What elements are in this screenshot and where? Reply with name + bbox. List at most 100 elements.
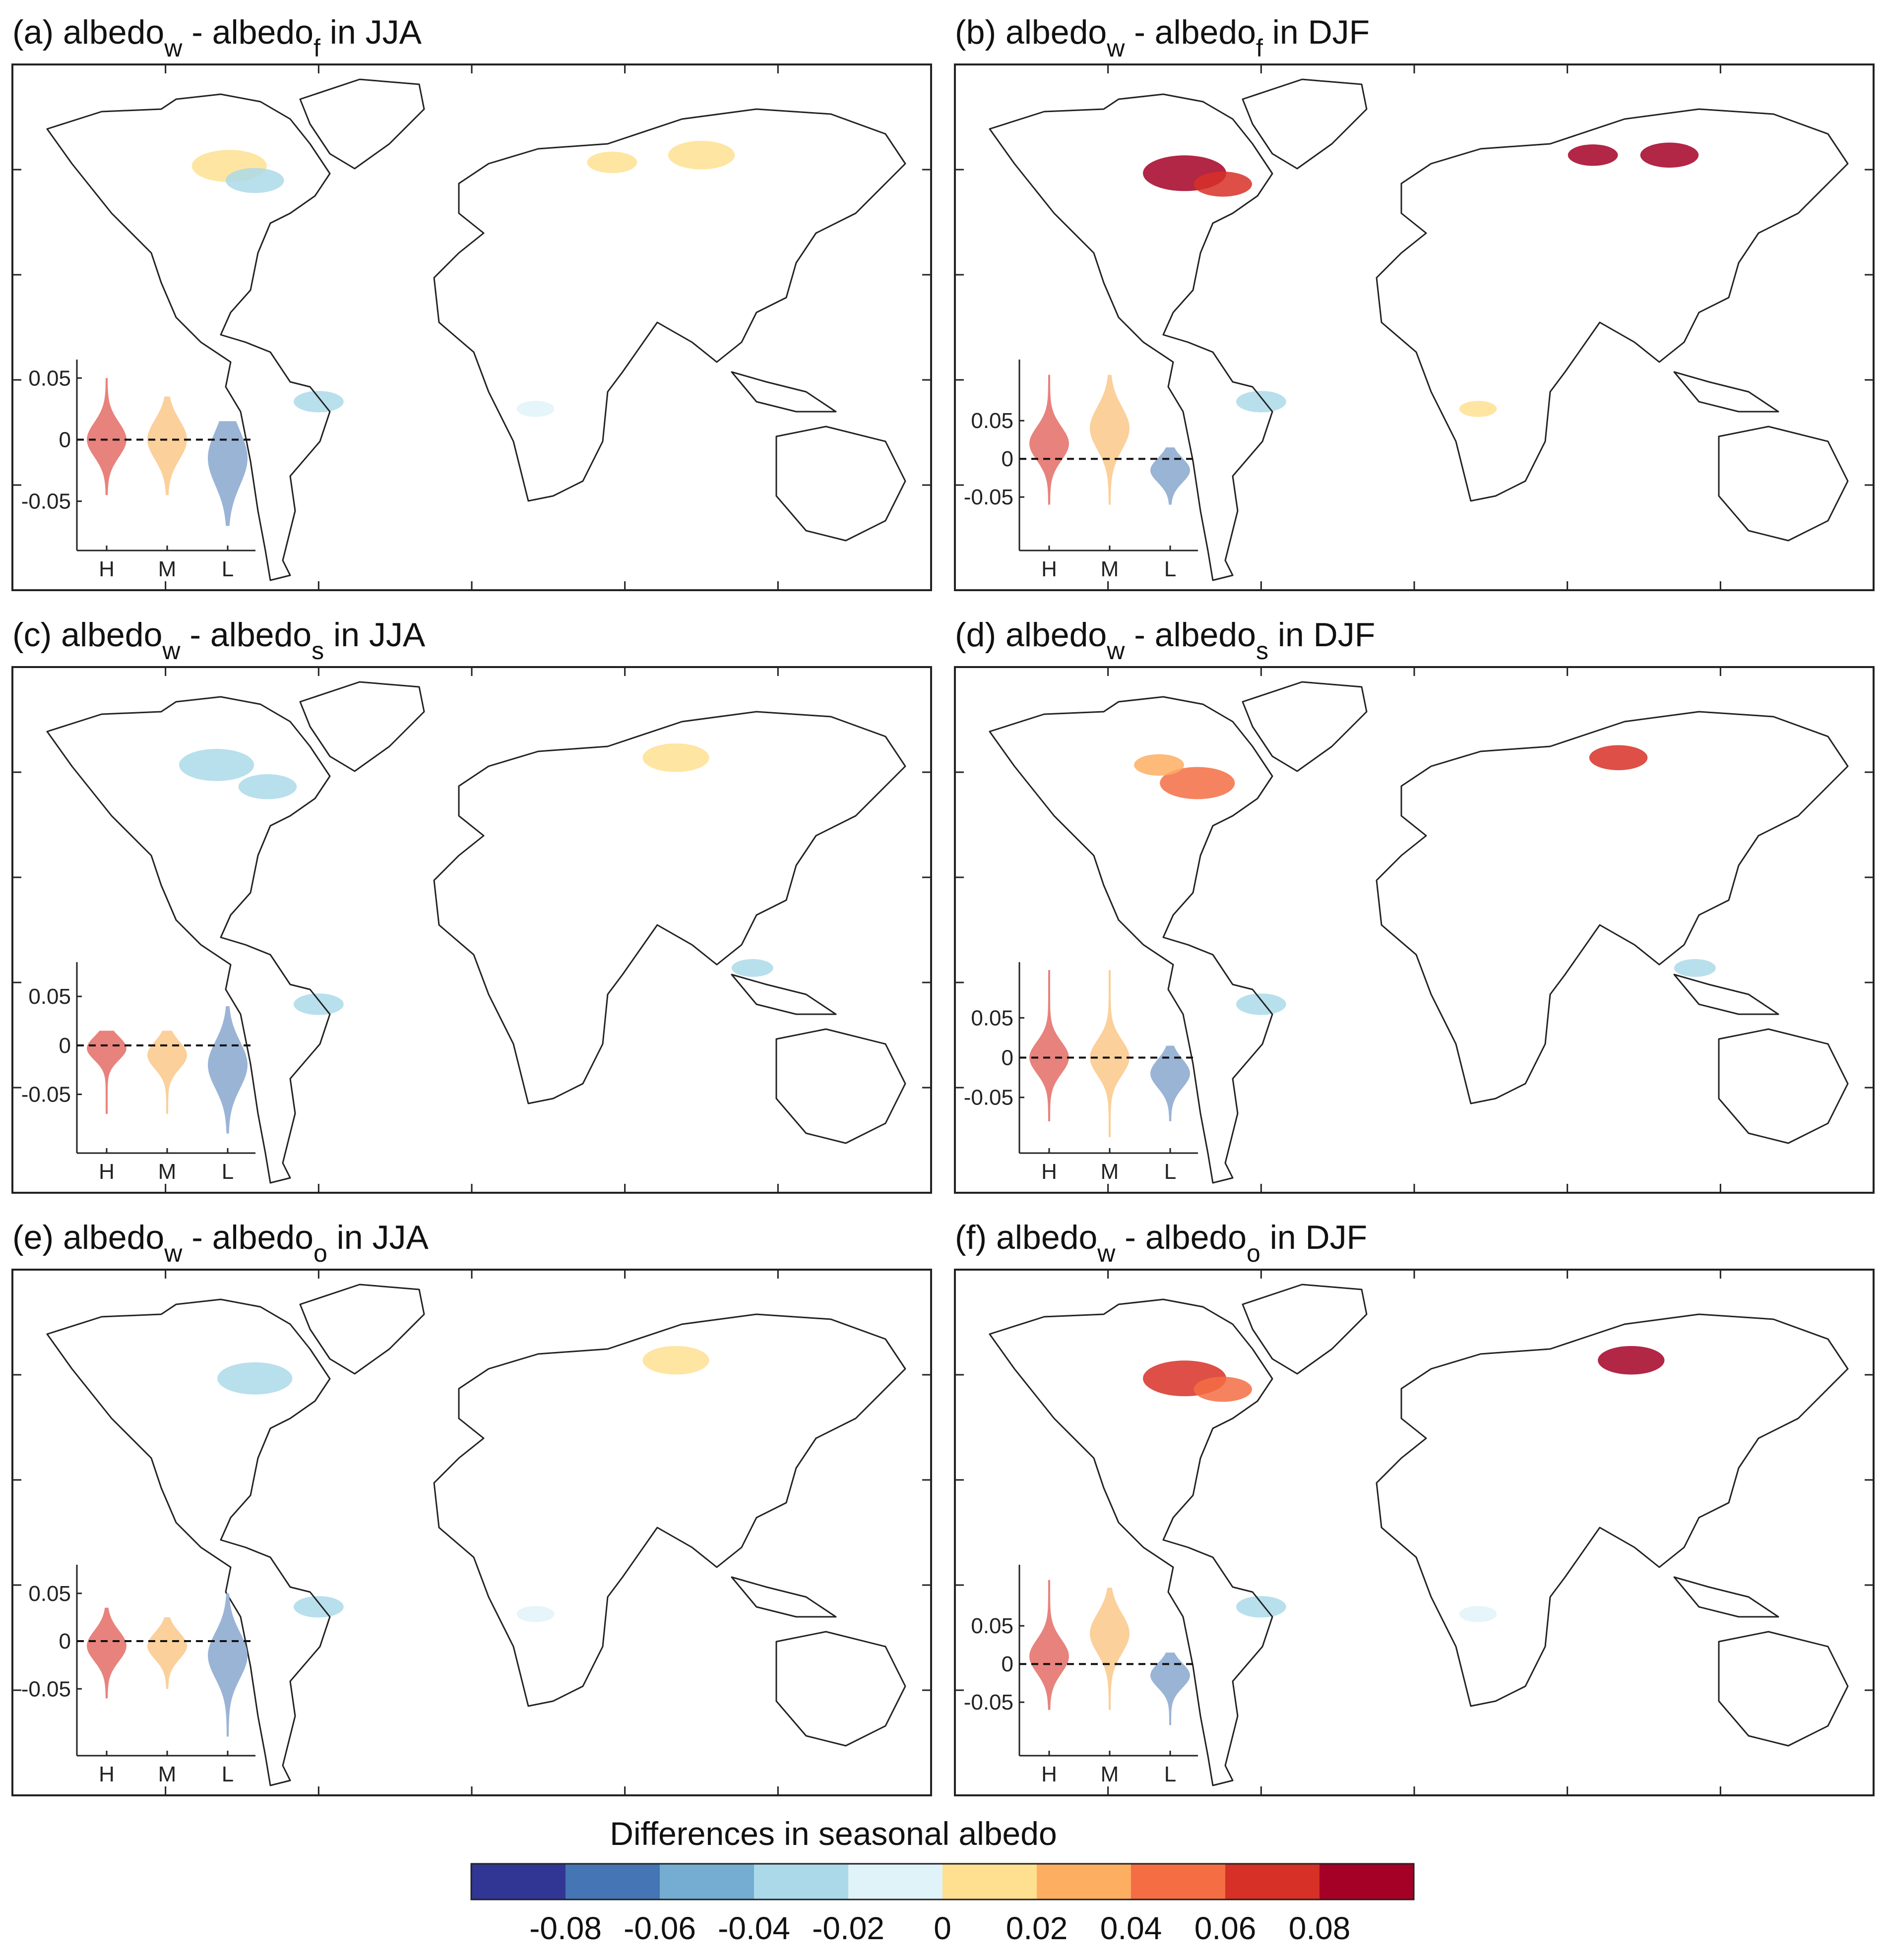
title-suffix: in JJA (320, 13, 422, 51)
title-prefix: (a) albedo (12, 13, 164, 51)
title-suffix: in DJF (1263, 13, 1370, 51)
inset-category-label: M (1101, 1762, 1119, 1786)
colorbar-tick-label: 0.04 (1100, 1910, 1162, 1946)
violin-H (87, 378, 126, 495)
inset-category-label: H (1041, 557, 1057, 581)
world-map (989, 1284, 1849, 1786)
colorbar-swatch (1225, 1864, 1320, 1899)
albedo-anomaly-patch (1160, 767, 1235, 799)
albedo-anomaly-patch (1459, 1606, 1497, 1622)
inset-category-label: H (99, 557, 115, 581)
title-mid: - albedo (1125, 13, 1256, 51)
title-suffix: in JJA (327, 1219, 429, 1256)
panel-c: (c) albedow - albedos in JJA 0.05 0 -0.05 H M… (11, 616, 932, 1194)
inset-ytick-label: -0.05 (21, 1083, 71, 1107)
albedo-anomaly-patch (1194, 172, 1252, 197)
colorbar-swatch (660, 1864, 754, 1899)
violin-M (1090, 1588, 1130, 1710)
violin-L (208, 1593, 248, 1737)
violin-H (1029, 970, 1069, 1121)
albedo-anomaly-patch (1194, 1377, 1252, 1402)
albedo-anomaly-patch (642, 1346, 709, 1375)
panel-e: (e) albedow - albedoo in JJA 0.05 0 -0.05 H M… (11, 1219, 932, 1796)
world-map (989, 681, 1849, 1184)
map-frame (11, 63, 932, 591)
inset-category-label: M (1101, 1160, 1119, 1184)
map-frame (954, 1269, 1875, 1796)
map-frame (11, 666, 932, 1194)
colorbar-tick-label: 0 (934, 1910, 951, 1946)
inset-ytick-label: 0.05 (971, 409, 1013, 433)
world-map (989, 78, 1849, 581)
colorbar-swatch (1320, 1864, 1414, 1899)
albedo-anomaly-patch (516, 401, 555, 417)
albedo-anomaly-patch (217, 1362, 293, 1395)
inset-category-label: L (1164, 1160, 1176, 1184)
colorbar-swatch (754, 1864, 848, 1899)
albedo-anomaly-patch (1459, 401, 1497, 417)
inset-ytick-label: 0.05 (971, 1614, 1013, 1638)
colorbar-tick-label: 0.06 (1194, 1910, 1257, 1946)
colorbar-tick-label: -0.06 (624, 1910, 696, 1946)
colorbar: Differences in seasonal albedo -0.08 -0.0… (470, 1815, 1415, 1946)
albedo-anomaly-patch (731, 959, 773, 977)
title-sub1: w (1097, 1239, 1116, 1267)
title-prefix: (c) albedo (12, 616, 162, 654)
inset-category-label: M (158, 1762, 177, 1786)
panel-title-c: (c) albedow - albedos in JJA (12, 616, 426, 665)
violin-M (1090, 970, 1130, 1137)
colorbar-swatch (1131, 1864, 1225, 1899)
inset-category-label: H (1041, 1762, 1057, 1786)
albedo-anomaly-patch (1589, 745, 1648, 770)
albedo-anomaly-patch (179, 748, 254, 781)
title-sub1: w (1106, 637, 1125, 665)
albedo-anomaly-patch (1640, 142, 1699, 168)
title-mid: - albedo (182, 1219, 314, 1256)
inset-ytick-label: 0 (1002, 447, 1013, 471)
title-prefix: (d) albedo (955, 616, 1107, 654)
inset-ytick-label: 0 (59, 428, 71, 452)
colorbar-tick-label: -0.08 (529, 1910, 602, 1946)
title-mid: - albedo (182, 13, 314, 51)
title-sub2: s (1256, 637, 1268, 665)
title-sub1: w (164, 1239, 183, 1267)
title-mid: - albedo (1125, 616, 1256, 654)
albedo-anomaly-patch (1134, 754, 1184, 776)
violin-L (208, 421, 248, 526)
inset-category-label: M (158, 557, 177, 581)
albedo-anomaly-patch (587, 151, 637, 173)
colorbar-swatch (1037, 1864, 1131, 1899)
title-sub1: w (162, 637, 181, 665)
albedo-anomaly-patch (293, 1596, 344, 1618)
inset-ytick-label: -0.05 (964, 1690, 1013, 1715)
world-map (46, 681, 906, 1184)
title-sub2: o (1247, 1239, 1260, 1267)
inset-category-label: H (1041, 1160, 1057, 1184)
title-prefix: (f) albedo (955, 1219, 1097, 1256)
title-sub2: f (1256, 34, 1263, 62)
title-suffix: in DJF (1260, 1219, 1367, 1256)
title-sub1: w (1106, 34, 1125, 62)
albedo-anomaly-patch (293, 391, 344, 413)
map-frame (11, 1269, 932, 1796)
panel-d: (d) albedow - albedos in DJF 0.05 0 -0.05 H M… (954, 616, 1875, 1194)
title-suffix: in JJA (324, 616, 426, 654)
colorbar-frame (470, 1863, 1415, 1900)
inset-category-label: M (1101, 557, 1119, 581)
world-map (46, 78, 906, 581)
violin-M (147, 1617, 187, 1689)
title-sub2: s (312, 637, 324, 665)
violin-L (1150, 447, 1190, 505)
colorbar-swatches (470, 1863, 1415, 1900)
albedo-anomaly-patch (516, 1606, 555, 1622)
title-mid: - albedo (1115, 1219, 1247, 1256)
albedo-anomaly-patch (238, 774, 297, 799)
inset-ytick-label: 0.05 (28, 984, 71, 1009)
colorbar-tick-label: -0.04 (718, 1910, 790, 1946)
title-sub2: o (314, 1239, 327, 1267)
inset-category-label: L (1164, 1762, 1176, 1786)
violin-M (147, 1031, 187, 1114)
inset-category-label: H (99, 1160, 115, 1184)
albedo-anomaly-patch (1598, 1346, 1665, 1375)
